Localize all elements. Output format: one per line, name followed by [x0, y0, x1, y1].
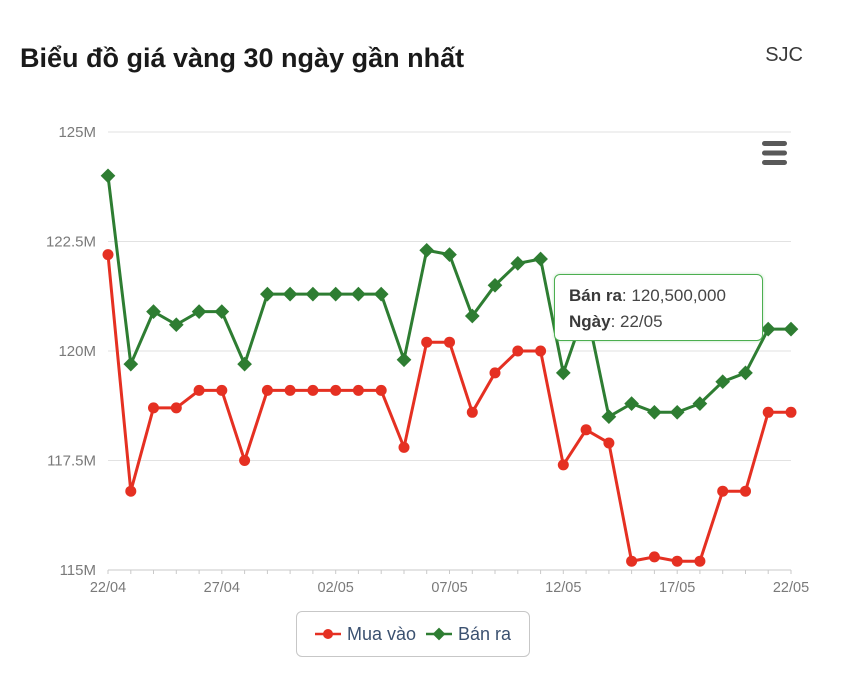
svg-text:120M: 120M	[58, 343, 96, 360]
svg-text:07/05: 07/05	[431, 580, 467, 596]
svg-text:115M: 115M	[60, 562, 96, 579]
svg-text:27/04: 27/04	[204, 580, 240, 596]
svg-text:17/05: 17/05	[659, 580, 695, 596]
svg-text:22/04: 22/04	[90, 580, 126, 596]
svg-text:125M: 125M	[58, 124, 96, 141]
svg-text:12/05: 12/05	[545, 580, 581, 596]
svg-text:117.5M: 117.5M	[47, 453, 96, 470]
svg-text:02/05: 02/05	[318, 580, 354, 596]
svg-text:122.5M: 122.5M	[46, 234, 96, 251]
svg-text:22/05: 22/05	[773, 580, 809, 596]
